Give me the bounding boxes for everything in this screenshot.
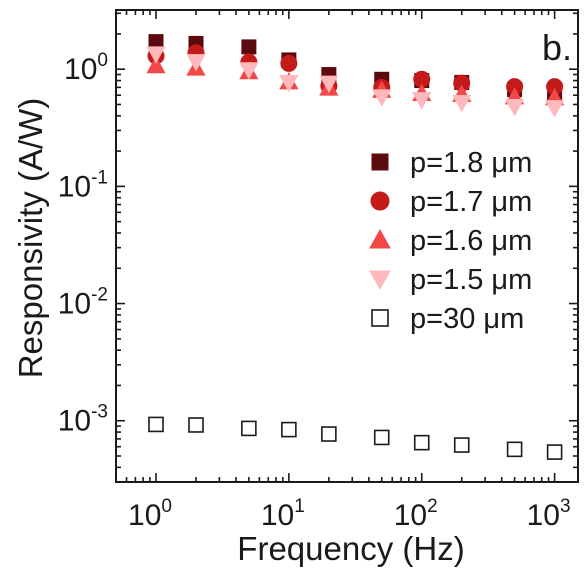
legend-label: p=1.6 μm bbox=[410, 225, 532, 257]
legend-label: p=1.8 μm bbox=[410, 147, 532, 179]
data-series bbox=[146, 34, 565, 460]
series-1 bbox=[148, 34, 563, 103]
data-point bbox=[453, 437, 470, 453]
data-point bbox=[413, 434, 430, 451]
data-point bbox=[452, 94, 472, 113]
legend-label: p=30 μm bbox=[410, 303, 524, 335]
x-tick-label: 100 bbox=[128, 496, 172, 532]
data-point bbox=[148, 416, 164, 433]
panel-label: b. bbox=[542, 27, 572, 68]
data-point bbox=[373, 429, 390, 446]
data-point bbox=[281, 421, 297, 438]
y-tick-label: 10-1 bbox=[58, 167, 108, 203]
data-point bbox=[186, 54, 206, 72]
data-point bbox=[321, 426, 337, 442]
data-point bbox=[239, 62, 259, 80]
y-tick-label: 100 bbox=[64, 50, 108, 86]
data-point bbox=[188, 417, 204, 433]
x-axis: 100 101 102 103 bbox=[115, 10, 571, 532]
data-point bbox=[279, 74, 299, 93]
series-3 bbox=[146, 55, 565, 106]
series-2 bbox=[147, 44, 564, 96]
legend-label: p=1.5 μm bbox=[410, 264, 532, 296]
y-tick-label: 10-2 bbox=[58, 285, 108, 321]
legend-marker bbox=[370, 191, 390, 211]
data-point bbox=[372, 89, 392, 107]
legend-marker bbox=[369, 228, 391, 249]
data-point bbox=[280, 54, 298, 72]
y-axis: 10-3 10-2 10-1 100 bbox=[58, 12, 578, 483]
data-point bbox=[319, 75, 339, 93]
data-point bbox=[545, 100, 565, 118]
data-point bbox=[241, 420, 257, 437]
plot-area bbox=[115, 9, 579, 483]
data-point bbox=[546, 444, 563, 460]
legend: p=1.8 μm p=1.7 μm p=1.6 μm p=1.5 μm p=30 μm bbox=[369, 147, 532, 335]
data-point bbox=[505, 99, 525, 117]
data-point bbox=[506, 441, 523, 458]
x-tick-label: 101 bbox=[261, 496, 305, 532]
series-5 bbox=[148, 416, 563, 460]
legend-marker bbox=[371, 153, 389, 171]
x-tick-label: 103 bbox=[527, 496, 571, 532]
data-point bbox=[241, 39, 257, 55]
x-axis-label: Frequency (Hz) bbox=[237, 530, 464, 567]
x-tick-label: 102 bbox=[394, 496, 438, 532]
legend-marker bbox=[369, 270, 391, 291]
data-point bbox=[146, 46, 166, 64]
y-axis-label: Responsivity (A/W) bbox=[12, 98, 49, 379]
legend-label: p=1.7 μm bbox=[410, 186, 532, 218]
series-4 bbox=[146, 46, 565, 118]
plot-border bbox=[115, 9, 579, 483]
legend-marker bbox=[371, 309, 389, 327]
data-point bbox=[412, 92, 432, 110]
data-point bbox=[146, 55, 166, 74]
y-tick-label: 10-3 bbox=[58, 402, 108, 438]
